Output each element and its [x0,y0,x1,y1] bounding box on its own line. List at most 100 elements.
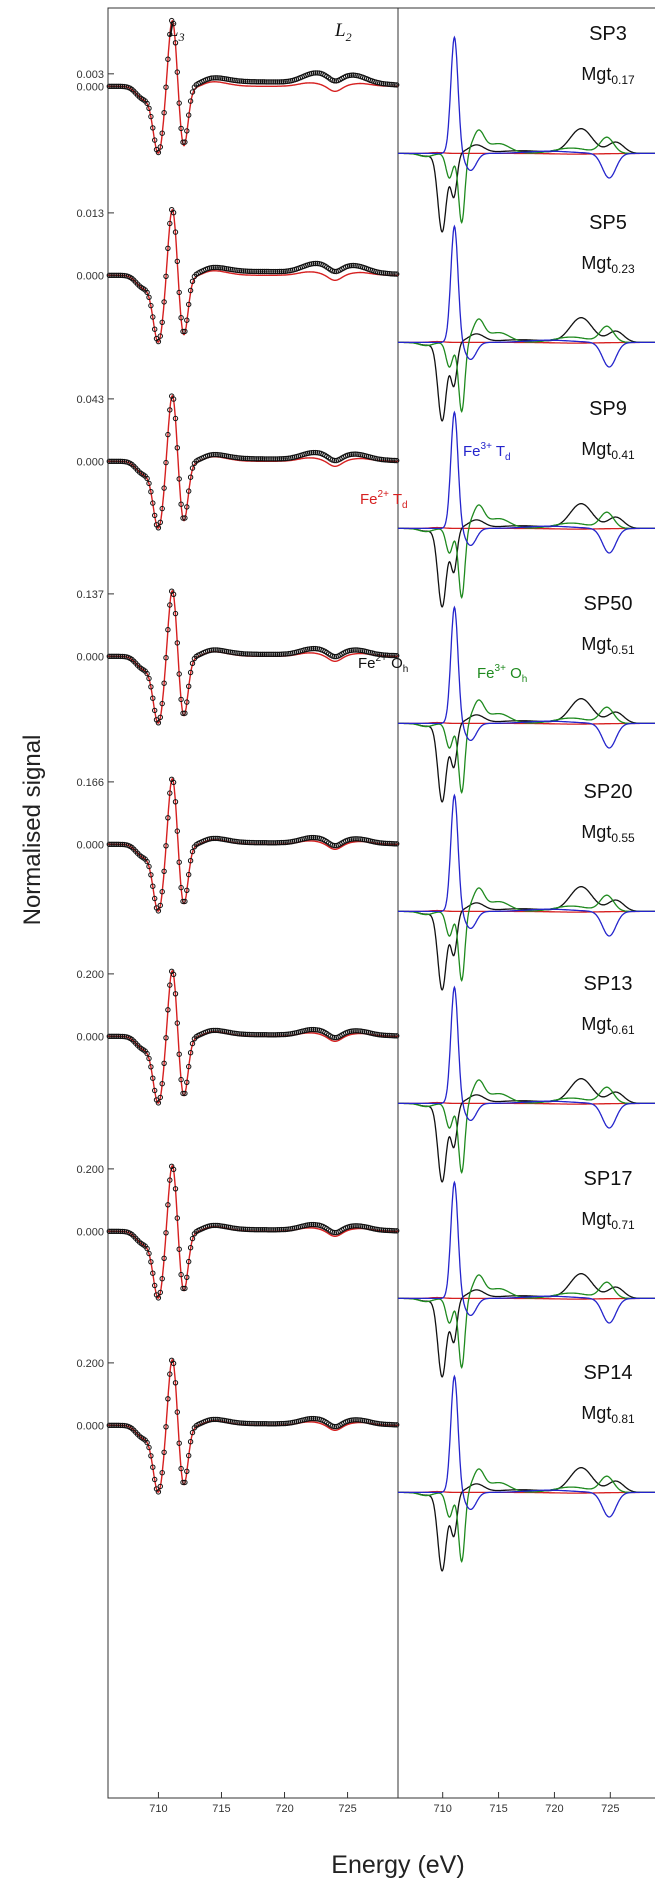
component-fe3-oh [398,1079,655,1174]
data-point [214,75,220,81]
data-point [380,81,387,87]
data-point [271,1421,277,1427]
edge-label-l2: L2 [334,20,352,44]
data-point [307,1222,313,1228]
data-point [280,456,286,462]
data-point [235,267,241,274]
component-fe2-oh [398,1078,655,1183]
data-point [386,270,392,277]
data-point [165,627,171,633]
y-tick-label-max: 0.013 [76,208,104,220]
data-point [178,1271,184,1278]
plot-frame [107,7,655,1799]
data-point [386,652,392,659]
data-point [187,98,194,104]
data-point [212,451,218,458]
data-point [267,1421,273,1427]
data-point [377,840,383,846]
data-point [352,647,358,653]
data-point [384,652,390,658]
data-point [331,268,337,275]
data-point [155,149,162,156]
data-point [106,1422,113,1429]
data-point [269,268,275,275]
data-point [276,268,283,275]
data-point [148,684,154,690]
data-point [240,78,247,85]
data-point [242,651,249,657]
component-fe3-oh [398,887,655,982]
data-point [161,1449,167,1456]
data-point [380,1032,387,1038]
data-point [244,268,251,274]
data-point [165,245,171,252]
data-point [352,1417,358,1423]
component-fe3-td [398,1180,655,1324]
data-point [308,1221,315,1228]
data-point [263,79,269,85]
data-point [248,79,254,85]
data-point [244,839,251,846]
data-point [210,451,217,458]
data-point [246,1031,252,1038]
data-point [392,271,398,277]
data-point [380,1227,387,1233]
data-point [172,229,179,235]
data-point [180,710,186,716]
data-points [106,1163,400,1301]
data-point [212,1222,218,1229]
y-tick-label-zero: 0.000 [76,651,104,663]
data-point [210,1416,217,1423]
data-point [282,651,288,657]
label-fe2-oh: Fe2+ Oh [358,653,408,675]
data-point [163,1230,169,1236]
data-point [312,260,319,267]
data-point [152,512,158,519]
data-point [312,835,319,841]
data-point [106,841,113,847]
sample-id: SP9 [589,398,627,420]
data-point [269,79,275,85]
data-point [208,75,215,81]
data-point [159,1470,165,1476]
data-point [180,1090,186,1097]
data-point [184,887,190,893]
data-point [377,1227,383,1233]
data-point [263,456,269,462]
data-point [110,83,116,90]
data-point [155,338,162,345]
y-tick-label-zero: 0.000 [76,1031,104,1043]
data-point [144,1439,150,1446]
data-point [180,1479,186,1486]
data-point [276,840,283,846]
data-point [148,113,154,120]
data-point [176,671,182,677]
data-point [240,1031,247,1037]
data-point [382,81,389,87]
data-point [273,1421,279,1427]
data-point [159,319,165,325]
data-point [244,1420,251,1427]
data-point [276,1032,283,1038]
data-point [388,271,394,277]
data-point [210,1027,217,1034]
data-point [388,457,394,463]
data-point [271,268,277,275]
data-point [384,81,390,87]
data-point [157,1289,164,1296]
data-point [256,1032,262,1038]
data-point [354,1028,360,1034]
data-point [250,1420,256,1427]
data-point [150,1075,156,1081]
y-tick-label-zero: 0.000 [76,1226,104,1238]
data-point [246,1226,252,1233]
data-point [174,69,181,75]
data-point [386,81,392,88]
data-point [308,1026,315,1033]
data-point [246,1420,252,1427]
data-point [157,714,164,720]
data-point [178,125,184,132]
data-point [108,1228,114,1235]
data-point [310,70,317,76]
x-tick-label-left: 720 [275,1803,293,1815]
